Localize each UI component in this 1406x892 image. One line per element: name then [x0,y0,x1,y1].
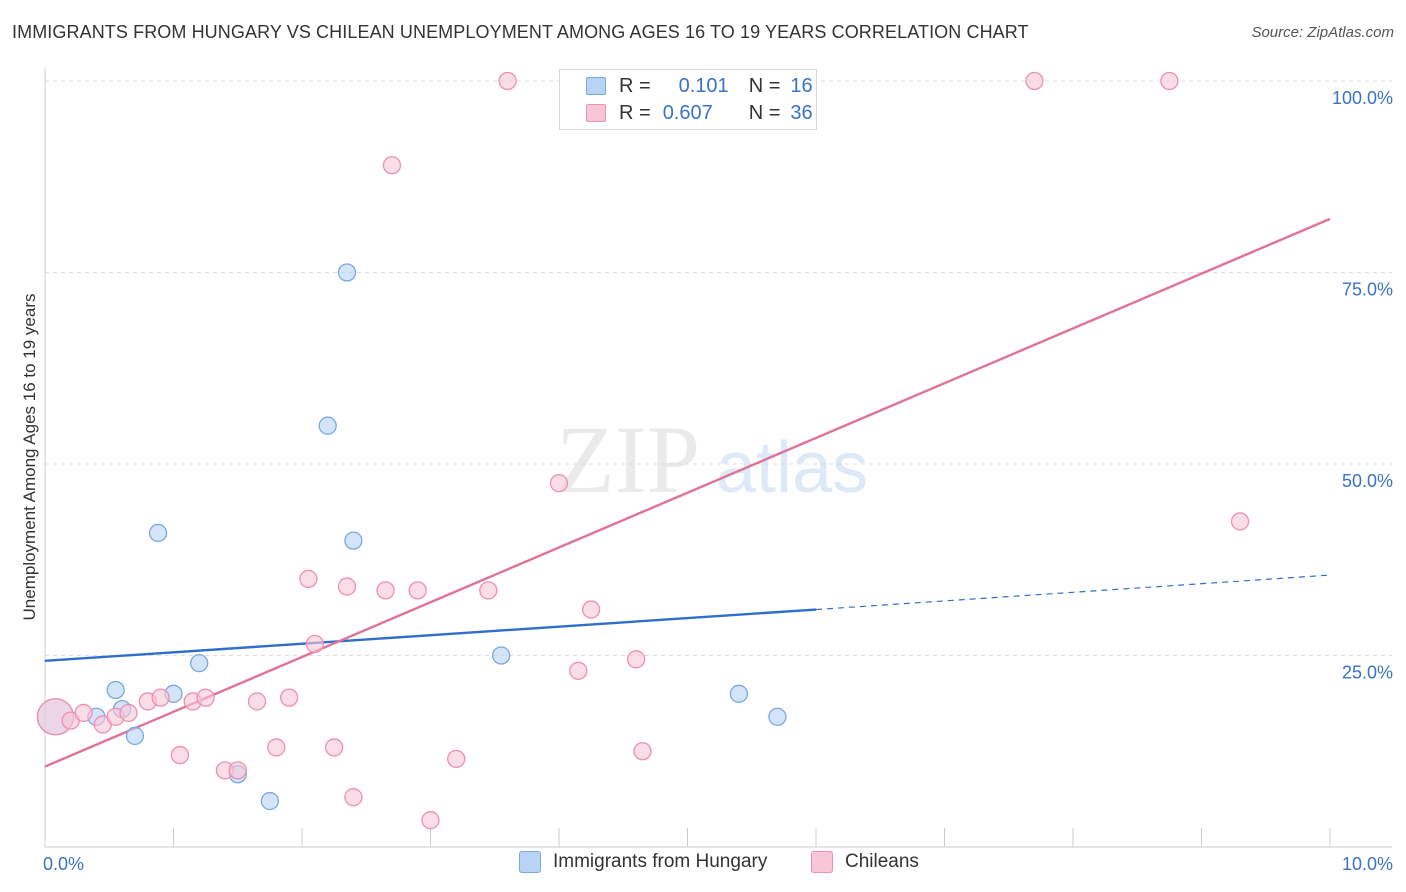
data-points [36,71,1250,830]
data-point-chilean [228,761,247,780]
x-tick-label: 0.0% [43,854,84,874]
data-point-chilean [421,811,440,830]
data-point-chilean [1025,71,1044,91]
x-tick-label: 10.0% [1342,854,1393,874]
legend-r-value-hungary: 0.101 [678,74,729,97]
data-point-chilean [382,156,402,175]
data-point-chilean [305,634,325,654]
legend-row-hungary: R = 0.101 N = 16 [586,73,813,99]
data-point-chilean [267,738,286,757]
data-point-chilean [408,581,427,600]
data-point-hungary [260,791,280,811]
source-label: Source: ZipAtlas.com [1251,24,1394,41]
data-point-chilean [344,788,363,807]
y-tick-label: 100.0% [1332,88,1393,108]
data-point-hungary [337,263,357,282]
chart-title: IMMIGRANTS FROM HUNGARY VS CHILEAN UNEMP… [12,22,1029,42]
y-tick-label: 75.0% [1342,280,1393,300]
data-point-chilean [299,569,318,589]
data-point-hungary [125,726,145,746]
series-legend-chilean[interactable]: Chileans [811,851,919,873]
data-point-chilean [479,581,498,600]
data-point-chilean [626,650,646,669]
data-point-chilean [119,703,138,723]
tick-labels: 25.0% 50.0% 75.0% 100.0% 0.0% 10.0% [43,88,1393,874]
legend-swatch-chilean [586,104,606,122]
legend-n-label: N = [748,74,781,97]
watermark-zip: ZIP [556,406,700,513]
legend-r-value-chilean: 0.607 [662,101,713,124]
series-swatch-chilean [811,851,833,873]
data-point-chilean [447,749,466,769]
legend-r-label: R = [619,74,651,97]
data-point-chilean [279,688,299,707]
data-point-hungary [492,646,511,665]
legend-r-label: R = [619,101,651,124]
data-point-chilean [1160,71,1179,91]
data-point-chilean [633,742,652,761]
trend-line-chilean [44,217,1331,768]
data-point-chilean [337,577,357,596]
data-point-chilean [247,692,267,711]
data-point-hungary [344,531,363,550]
legend-n-value-hungary: 16 [790,74,813,97]
y-tick-label: 50.0% [1342,471,1393,491]
data-point-hungary [148,523,168,543]
data-point-chilean [569,661,588,680]
legend-n-label: N = [748,101,781,124]
watermark: ZIP atlas [556,406,868,513]
data-point-chilean [1230,512,1250,531]
data-point-chilean [581,600,601,619]
data-point-hungary [768,707,787,726]
legend-swatch-hungary [586,77,606,95]
y-tick-label: 25.0% [1342,663,1393,683]
data-point-chilean [196,688,215,707]
stats-legend: R = 0.101 N = 16 R = 0.607 N = 36 [559,69,817,130]
trend-lines [44,217,1331,768]
trend-line-extension-hungary [815,574,1331,611]
series-name-chilean: Chileans [845,851,919,872]
series-legend-hungary[interactable]: Immigrants from Hungary [519,851,767,873]
grid-layer [45,80,1392,656]
data-point-chilean [549,473,569,493]
data-point-hungary [729,684,749,703]
data-point-chilean [74,703,93,723]
data-point-chilean [170,745,190,765]
series-swatch-hungary [519,851,541,873]
watermark-atlas: atlas [716,428,868,508]
series-name-hungary: Immigrants from Hungary [553,851,768,872]
legend-n-value-chilean: 36 [790,101,813,124]
data-point-chilean [376,581,395,600]
trend-line-hungary [44,608,817,663]
y-axis-label: Unemployment Among Ages 16 to 19 years [20,293,39,621]
data-point-chilean [498,71,517,91]
data-point-chilean [324,738,344,757]
series-legend: Immigrants from Hungary Chileans [0,851,1406,879]
data-point-hungary [318,416,337,435]
data-point-hungary [190,654,209,673]
legend-row-chilean: R = 0.607 N = 36 [586,100,813,126]
data-point-chilean [151,688,170,707]
data-point-hungary [106,680,125,700]
